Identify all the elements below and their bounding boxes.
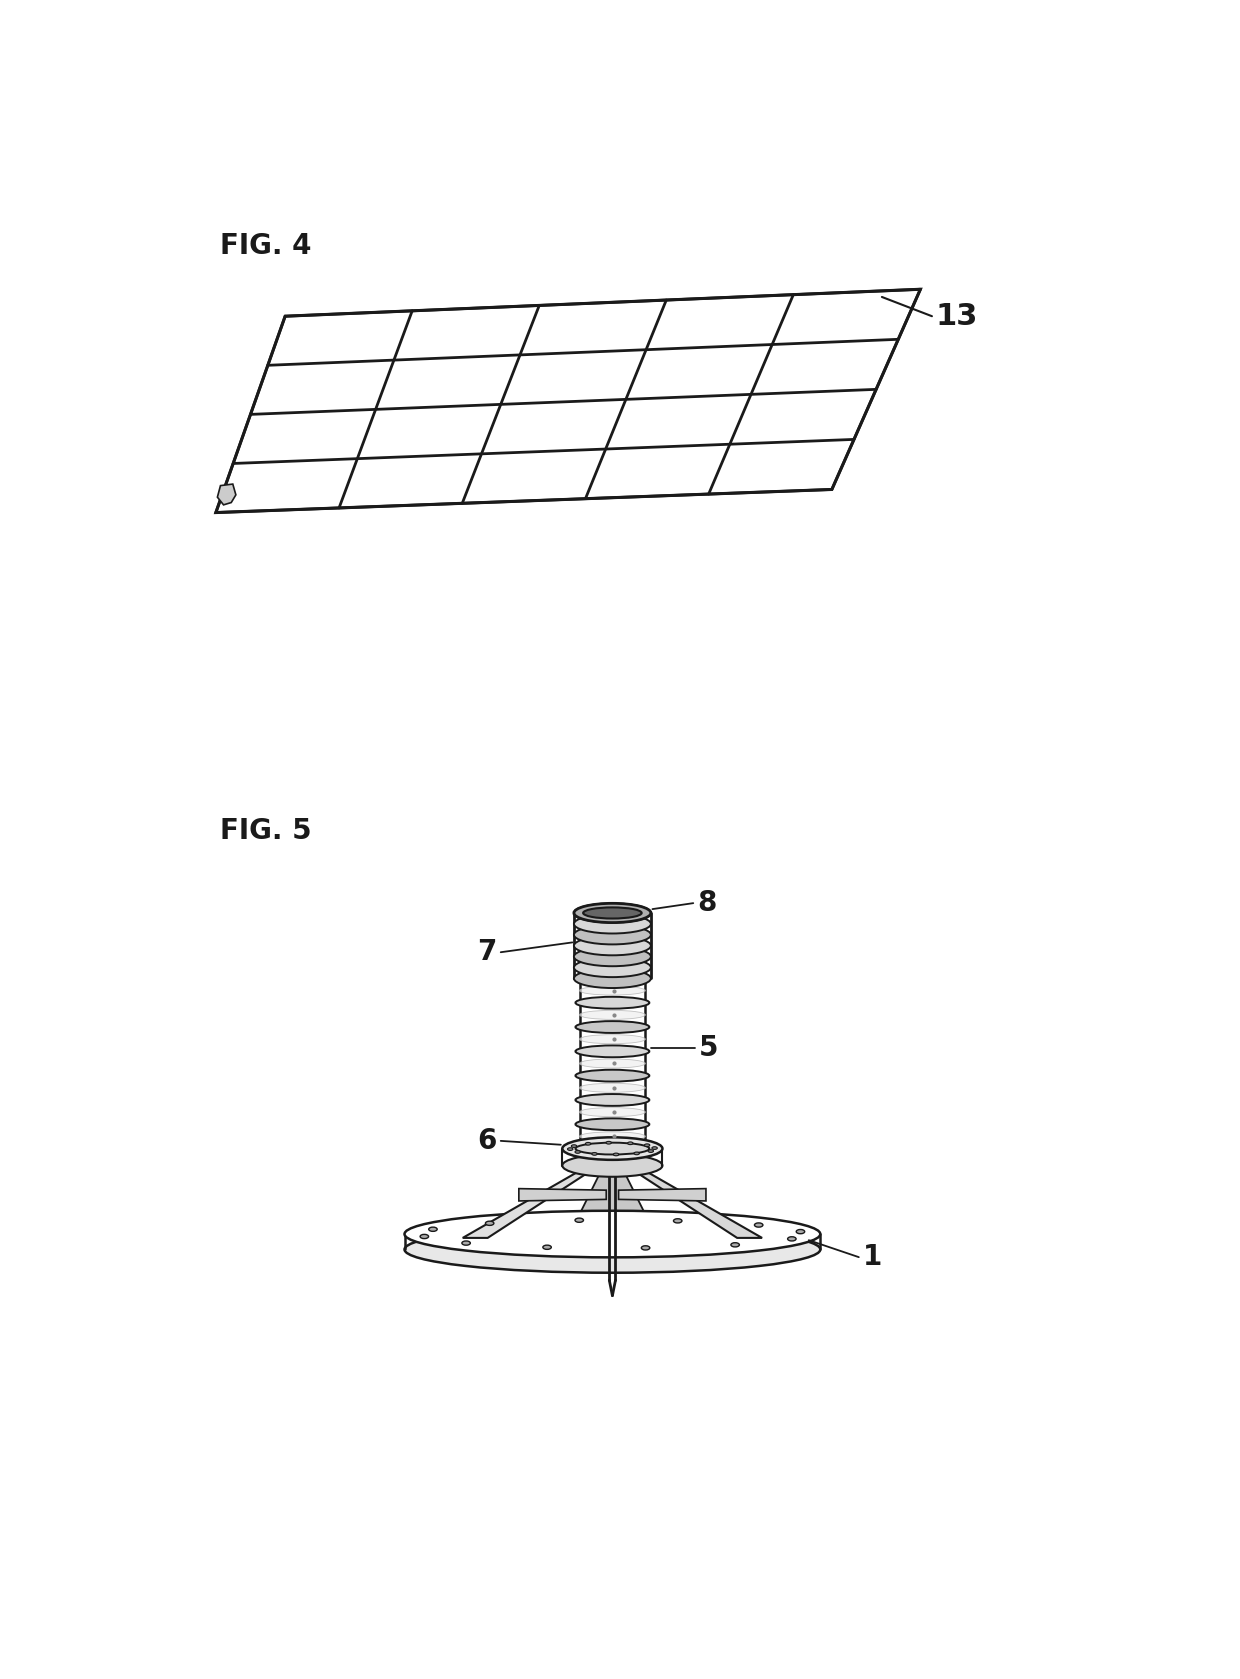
Ellipse shape [574,947,651,965]
Ellipse shape [568,1148,573,1150]
Ellipse shape [614,1153,619,1155]
Ellipse shape [652,1147,657,1150]
Ellipse shape [575,1046,650,1058]
Ellipse shape [575,997,650,1009]
Ellipse shape [787,1237,796,1241]
Polygon shape [463,1155,614,1237]
Ellipse shape [575,1143,650,1155]
Ellipse shape [404,1226,821,1273]
Ellipse shape [563,1153,662,1177]
Ellipse shape [574,959,651,977]
Ellipse shape [579,1034,646,1044]
Ellipse shape [574,903,651,922]
Text: FIG. 5: FIG. 5 [219,816,311,845]
Text: 8: 8 [697,890,717,917]
Text: 6: 6 [477,1127,497,1155]
Text: 7: 7 [477,939,497,965]
Ellipse shape [574,937,651,955]
Ellipse shape [420,1234,429,1239]
Ellipse shape [796,1229,805,1234]
Text: 1: 1 [863,1242,882,1271]
Ellipse shape [754,1222,763,1227]
Ellipse shape [627,1142,632,1145]
Ellipse shape [404,1211,821,1258]
Ellipse shape [461,1241,470,1246]
Ellipse shape [575,1070,650,1081]
Ellipse shape [649,1150,653,1152]
Polygon shape [217,484,236,505]
Ellipse shape [645,1143,650,1147]
Polygon shape [567,1155,658,1241]
Ellipse shape [579,1059,646,1068]
Ellipse shape [585,1142,590,1145]
Ellipse shape [579,986,646,996]
Ellipse shape [579,1132,646,1142]
Ellipse shape [575,1217,584,1222]
Text: 13: 13 [936,302,978,331]
Ellipse shape [641,1246,650,1249]
Ellipse shape [485,1221,494,1226]
Ellipse shape [574,903,651,922]
Ellipse shape [572,1145,577,1147]
Ellipse shape [575,1118,650,1130]
Polygon shape [216,289,920,512]
Ellipse shape [575,1150,580,1153]
Text: 5: 5 [698,1034,718,1063]
Polygon shape [619,1189,706,1200]
Ellipse shape [579,1108,646,1117]
Ellipse shape [575,1095,650,1106]
Ellipse shape [579,1011,646,1019]
Ellipse shape [574,915,651,934]
Ellipse shape [563,1137,662,1160]
Ellipse shape [606,1142,611,1143]
Polygon shape [518,1189,606,1200]
Ellipse shape [591,1152,598,1155]
Ellipse shape [583,907,641,918]
Ellipse shape [574,969,651,987]
Ellipse shape [634,1152,640,1155]
Text: FIG. 4: FIG. 4 [219,232,311,260]
Ellipse shape [574,925,651,944]
Ellipse shape [673,1219,682,1222]
Ellipse shape [543,1246,552,1249]
Ellipse shape [575,1021,650,1033]
Polygon shape [610,1155,763,1237]
Ellipse shape [429,1227,438,1231]
Ellipse shape [730,1242,739,1247]
Ellipse shape [575,972,650,984]
Ellipse shape [579,1083,646,1093]
